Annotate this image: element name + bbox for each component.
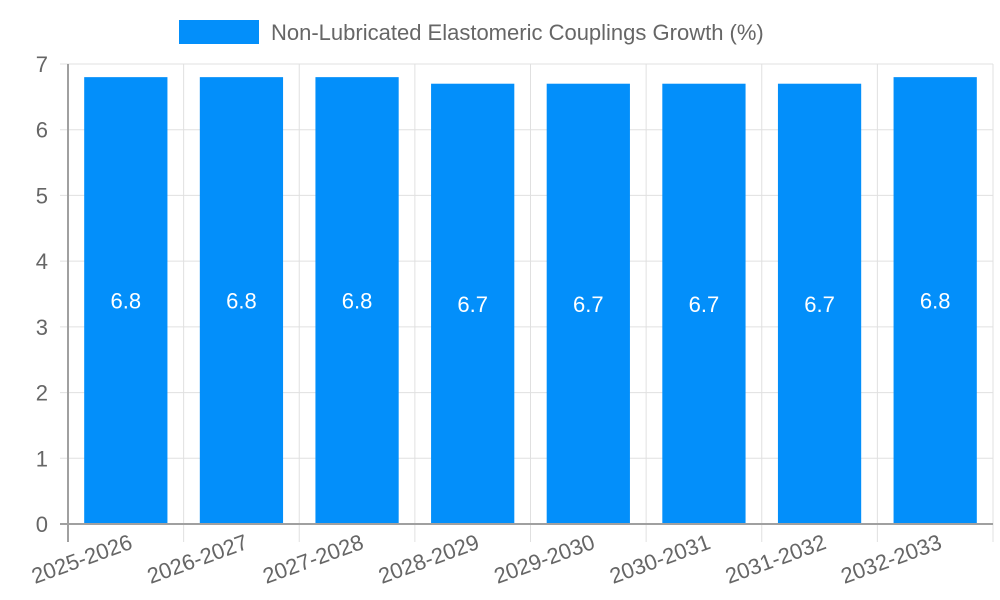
y-tick-label: 1 [36,446,48,471]
bar[interactable] [893,77,977,525]
legend-swatch [179,20,259,44]
bar-value-label: 6.8 [111,289,142,314]
bar-value-label: 6.7 [804,292,835,317]
x-tick-label: 2030-2031 [606,529,713,588]
x-tick-label: 2032-2033 [837,529,944,588]
y-tick-label: 7 [36,52,48,77]
bar[interactable] [431,83,515,524]
y-tick-label: 0 [36,512,48,537]
x-tick-label: 2028-2029 [375,529,482,588]
bar[interactable] [199,77,284,525]
bars: 6.8 6.8 6.8 6.7 6.7 6.7 6.7 6.8 [84,77,977,525]
bar-value-label: 6.7 [457,292,488,317]
y-tick-label: 5 [36,183,48,208]
bar[interactable] [315,77,399,525]
x-tick-label: 2029-2030 [491,529,598,588]
bar-value-label: 6.7 [573,292,604,317]
bar[interactable] [662,83,746,524]
y-tick-label: 6 [36,118,48,143]
bar-value-label: 6.8 [226,289,257,314]
y-tick-label: 3 [36,315,48,340]
bar[interactable] [546,83,630,524]
bar-value-label: 6.8 [920,289,951,314]
x-tick-label: 2031-2032 [722,529,829,588]
x-tick-label: 2025-2026 [28,529,135,588]
y-tick-label: 2 [36,381,48,406]
legend-label: Non-Lubricated Elastomeric Couplings Gro… [271,20,764,45]
bar-value-label: 6.8 [342,289,373,314]
bar-value-label: 6.7 [689,292,720,317]
legend[interactable]: Non-Lubricated Elastomeric Couplings Gro… [179,20,764,45]
bar[interactable] [84,77,168,525]
y-tick-label: 4 [36,249,48,274]
x-tick-label: 2026-2027 [144,529,251,588]
x-tick-label: 2027-2028 [259,529,366,588]
bar[interactable] [777,83,862,524]
